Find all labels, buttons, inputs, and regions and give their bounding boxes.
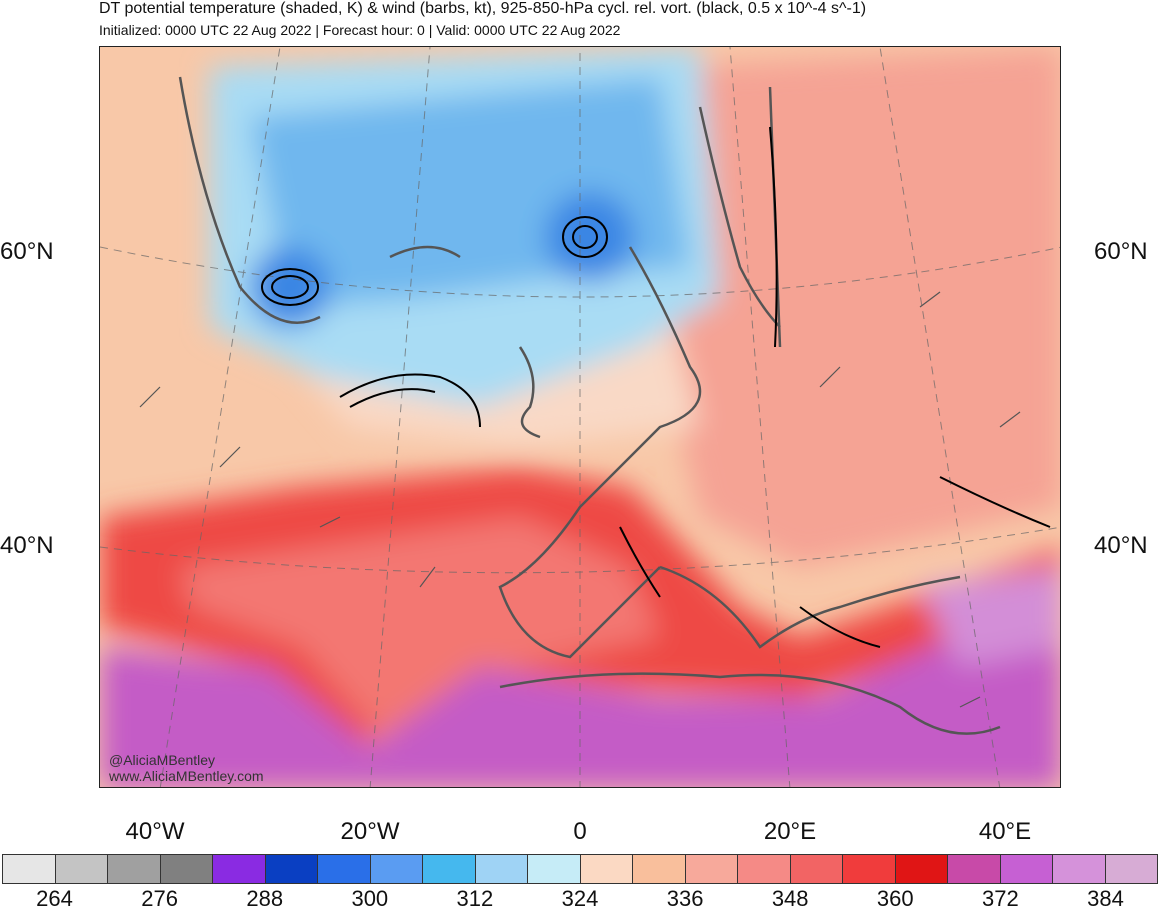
colorbar-cell xyxy=(3,855,56,883)
lat-label-40n-left: 40°N xyxy=(0,532,54,559)
hot-field-southeast xyxy=(920,567,1060,667)
colorbar-tick-label: 312 xyxy=(456,886,494,911)
coastlines xyxy=(178,76,1001,735)
colorbar-tick-label: 384 xyxy=(1087,886,1124,911)
vort-contour xyxy=(349,388,436,408)
vort-contour xyxy=(769,126,778,348)
vort-contour xyxy=(271,275,309,299)
wind-barb xyxy=(419,566,436,588)
colorbar-tick-label: 276 xyxy=(141,886,178,911)
lat-label-60n-left: 60°N xyxy=(0,238,54,265)
watermark-url: www.AliciaMBentley.com xyxy=(109,768,264,784)
vort-contour xyxy=(799,606,881,648)
colorbar-cell xyxy=(265,855,318,883)
vort-contour xyxy=(261,268,319,306)
lon-label-40e: 40°E xyxy=(978,818,1032,845)
colorbar-cell xyxy=(55,855,108,883)
wind-barb xyxy=(959,696,981,708)
warm-field-east xyxy=(660,47,1060,567)
vort-contour xyxy=(939,476,1051,528)
lon-label-0: 0 xyxy=(573,818,587,845)
colorbar-cell xyxy=(685,855,738,883)
lon-label-20w: 20°W xyxy=(340,818,400,845)
vort-contour xyxy=(562,216,608,258)
lat-label-40n-right: 40°N xyxy=(1094,532,1148,559)
colorbar-tick-label: 336 xyxy=(666,886,704,911)
weather-map xyxy=(100,47,1060,787)
colorbar-cell xyxy=(160,855,213,883)
wind-barb xyxy=(819,366,841,388)
wind-barb xyxy=(919,291,941,308)
vort-contour xyxy=(619,526,661,598)
colorbar-tick-label: 288 xyxy=(246,886,284,911)
colorbar-tick-label: 372 xyxy=(982,886,1019,911)
colorbar-cell xyxy=(528,855,581,883)
graticule xyxy=(100,47,1060,787)
colorbar-cell xyxy=(1000,855,1053,883)
colorbar-cell xyxy=(738,855,791,883)
colorbar-tick-label: 264 xyxy=(36,886,73,911)
colorbar-cell xyxy=(423,855,476,883)
colorbar-cell xyxy=(318,855,371,883)
watermark-handle: @AliciaMBentley xyxy=(109,752,216,768)
cold-core-low-east xyxy=(545,192,635,282)
meridian-20w xyxy=(369,47,431,787)
colorbar-cell xyxy=(370,855,423,883)
colorbar-cell xyxy=(948,855,1001,883)
colorbar-cell xyxy=(843,855,896,883)
greenland-coast xyxy=(178,76,321,324)
mediterranean-south-coast xyxy=(499,672,1001,735)
lat-label-60n-right: 60°N xyxy=(1094,238,1148,265)
wind-barb xyxy=(319,516,341,528)
colorbar-cell xyxy=(633,855,686,883)
colorbar xyxy=(2,854,1158,884)
lon-label-40w: 40°W xyxy=(125,818,185,845)
meridian-20e xyxy=(729,47,791,787)
colorbar-cell xyxy=(580,855,633,883)
wind-barb xyxy=(999,411,1021,428)
colorbar-cell xyxy=(1105,855,1157,883)
colorbar-cell xyxy=(790,855,843,883)
wind-barb xyxy=(139,386,161,408)
vort-contour xyxy=(572,225,598,249)
colorbar-tick-label: 360 xyxy=(876,886,914,911)
lon-label-20e: 20°E xyxy=(763,818,817,845)
britain-coast xyxy=(518,346,541,439)
continental-coast xyxy=(498,246,702,659)
colorbar-cell xyxy=(475,855,528,883)
colorbar-tick-label: 300 xyxy=(351,886,389,911)
colorbar-cell xyxy=(1053,855,1106,883)
mediterranean-north-coast xyxy=(659,565,961,649)
vort-contour xyxy=(339,373,481,428)
map-subtitle: Initialized: 0000 UTC 22 Aug 2022 | Fore… xyxy=(99,22,621,38)
colorbar-cell xyxy=(895,855,948,883)
colorbar-cell xyxy=(108,855,161,883)
colorbar-tick-label: 324 xyxy=(561,886,599,911)
scandinavia-coast xyxy=(698,106,781,328)
map-title: DT potential temperature (shaded, K) & w… xyxy=(99,0,867,17)
wind-barb xyxy=(219,446,241,468)
vorticity-contours xyxy=(261,126,1051,648)
iceland-coast xyxy=(389,245,461,259)
colorbar-cell xyxy=(213,855,266,883)
map-panel xyxy=(99,46,1061,788)
wind-barbs xyxy=(139,291,1021,708)
cold-core-low-west xyxy=(250,247,330,327)
warm-band-inner xyxy=(180,517,660,737)
colorbar-tick-label: 348 xyxy=(771,886,809,911)
